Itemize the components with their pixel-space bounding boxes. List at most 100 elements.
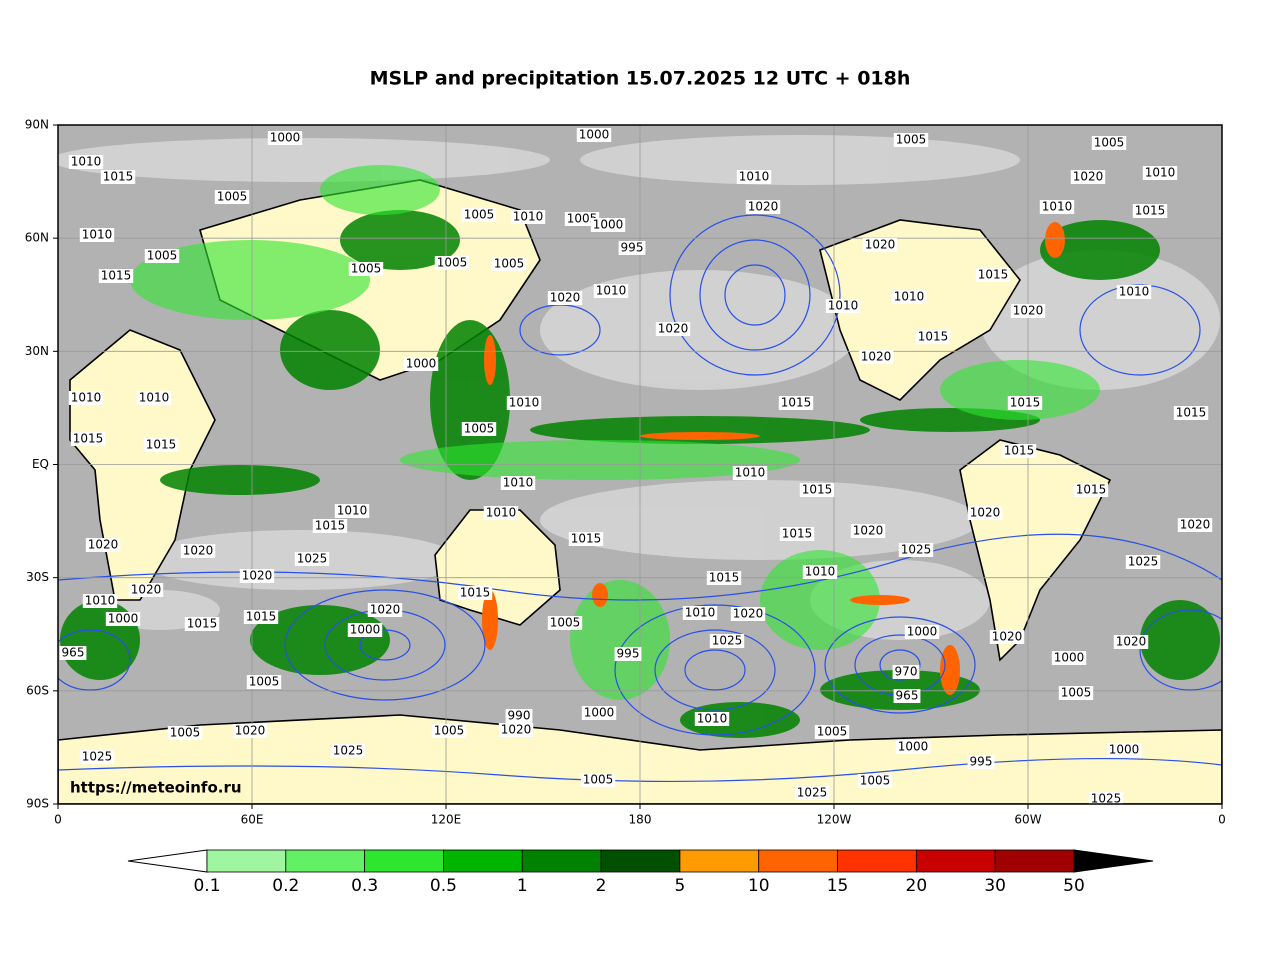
isobar-label-bg xyxy=(143,438,179,452)
isobar-label: 1010 xyxy=(596,284,627,298)
isobar-label: 1020 xyxy=(970,506,1001,520)
isobar-label: 1005 xyxy=(494,257,525,271)
isobar-label-bg xyxy=(457,586,493,600)
isobar-label-bg xyxy=(70,432,106,446)
isobar-label-bg xyxy=(593,284,629,298)
isobar-label-bg xyxy=(799,483,835,497)
isobar-label-bg xyxy=(232,724,268,738)
isobar-label-bg xyxy=(736,170,772,184)
isobar-label-bg xyxy=(1088,792,1124,804)
isobar-label: 1010 xyxy=(805,565,836,579)
lat-label: 60S xyxy=(26,683,49,697)
isobar-label-bg xyxy=(1173,406,1209,420)
lon-label: 120W xyxy=(817,813,852,827)
isobar-label-bg xyxy=(1091,136,1127,150)
isobar-label: 1010 xyxy=(71,155,102,169)
isobar-label: 1000 xyxy=(898,740,929,754)
isobar-label: 1010 xyxy=(337,504,368,518)
lon-label: 0 xyxy=(1218,813,1226,827)
isobar-label-bg xyxy=(568,532,604,546)
isobar-label: 1010 xyxy=(509,396,540,410)
colorbar-under xyxy=(127,849,208,873)
source-label: https://meteoinfo.ru xyxy=(70,779,242,797)
isobar-label-bg xyxy=(79,228,115,242)
isobar-label-bg xyxy=(580,773,616,787)
isobar-label: 1015 xyxy=(103,170,134,184)
isobar-label-bg xyxy=(434,256,470,270)
isobar-label-bg xyxy=(893,689,921,703)
isobar-label-bg xyxy=(576,128,612,142)
isobar-label: 1020 xyxy=(658,322,689,336)
isobar-label-bg xyxy=(347,623,383,637)
isobar-label: 1020 xyxy=(501,723,532,737)
isobar-label-bg xyxy=(547,291,583,305)
isobar-label-bg xyxy=(214,190,250,204)
isobar-label: 1005 xyxy=(896,133,927,147)
isobar-label: 1010 xyxy=(1145,166,1176,180)
isobar-label-bg xyxy=(330,744,366,758)
isobar-label-bg xyxy=(745,200,781,214)
isobar-label: 1020 xyxy=(235,724,266,738)
isobar-label-bg xyxy=(1058,686,1094,700)
isobar-label-bg xyxy=(778,396,814,410)
isobar-label-bg xyxy=(461,422,497,436)
isobar-label-bg xyxy=(850,524,886,538)
isobar-label: 1015 xyxy=(802,483,833,497)
isobar-label: 1000 xyxy=(406,357,437,371)
isobar-label: 1010 xyxy=(828,299,859,313)
isobar-label: 1020 xyxy=(370,603,401,617)
colorbar: 0.1 0.2 0.3 0.5 1 2 5 10 15 20 30 50 xyxy=(127,849,1154,896)
isobar-label-bg xyxy=(825,299,861,313)
isobar-label-bg xyxy=(184,617,220,631)
isobar-label-bg xyxy=(98,269,134,283)
isobar-label: 1000 xyxy=(593,218,624,232)
isobar-label: 1010 xyxy=(735,466,766,480)
colorbar-label: 0.2 xyxy=(272,876,299,896)
isobar-label: 1015 xyxy=(1076,483,1107,497)
isobar-label-bg xyxy=(1001,444,1037,458)
isobar-label: 1020 xyxy=(865,238,896,252)
isobar-label-bg xyxy=(105,612,141,626)
isobar-label-bg xyxy=(68,391,104,405)
colorbar-box xyxy=(915,849,996,873)
isobar-label: 1005 xyxy=(351,262,382,276)
isobar-label: 1020 xyxy=(131,583,162,597)
isobar-label-bg xyxy=(461,208,497,222)
isobar-label: 1000 xyxy=(907,625,938,639)
isobar-label-bg xyxy=(180,544,216,558)
isobar-label-bg xyxy=(706,571,742,585)
colorbar-box xyxy=(443,849,523,873)
isobar-label: 1010 xyxy=(82,228,113,242)
lat-label: 30S xyxy=(26,570,49,584)
isobar-label-bg xyxy=(144,249,180,263)
isobar-label: 1015 xyxy=(709,571,740,585)
isobar-label: 1010 xyxy=(139,391,170,405)
isobar-label-bg xyxy=(403,357,439,371)
isobar-label: 1005 xyxy=(1061,686,1092,700)
isobar-label-bg xyxy=(891,290,927,304)
lon-label: 60W xyxy=(1014,813,1041,827)
isobar-label: 1020 xyxy=(861,350,892,364)
isobar-label-bg xyxy=(491,257,527,271)
isobar-label: 1025 xyxy=(333,744,364,758)
isobar-label: 1010 xyxy=(1119,285,1150,299)
colorbar-label: 5 xyxy=(674,876,685,896)
isobar-label: 1000 xyxy=(108,612,139,626)
isobar-label: 1020 xyxy=(550,291,581,305)
isobar-label-bg xyxy=(802,565,838,579)
isobar-label: 995 xyxy=(621,241,644,255)
isobar-label: 1005 xyxy=(249,675,280,689)
lat-label: 90N xyxy=(25,118,49,132)
isobar-label: 1010 xyxy=(739,170,770,184)
isobar-label: 1015 xyxy=(978,268,1009,282)
isobar-label-bg xyxy=(904,625,940,639)
colorbar-label: 20 xyxy=(906,876,928,896)
isobar-label-bg xyxy=(82,594,118,608)
isobar-label: 1010 xyxy=(71,391,102,405)
isobar-label-bg xyxy=(1051,651,1087,665)
colorbar-box xyxy=(600,849,681,873)
isobar-label-bg xyxy=(68,155,104,169)
isobar-label-bg xyxy=(581,706,617,720)
